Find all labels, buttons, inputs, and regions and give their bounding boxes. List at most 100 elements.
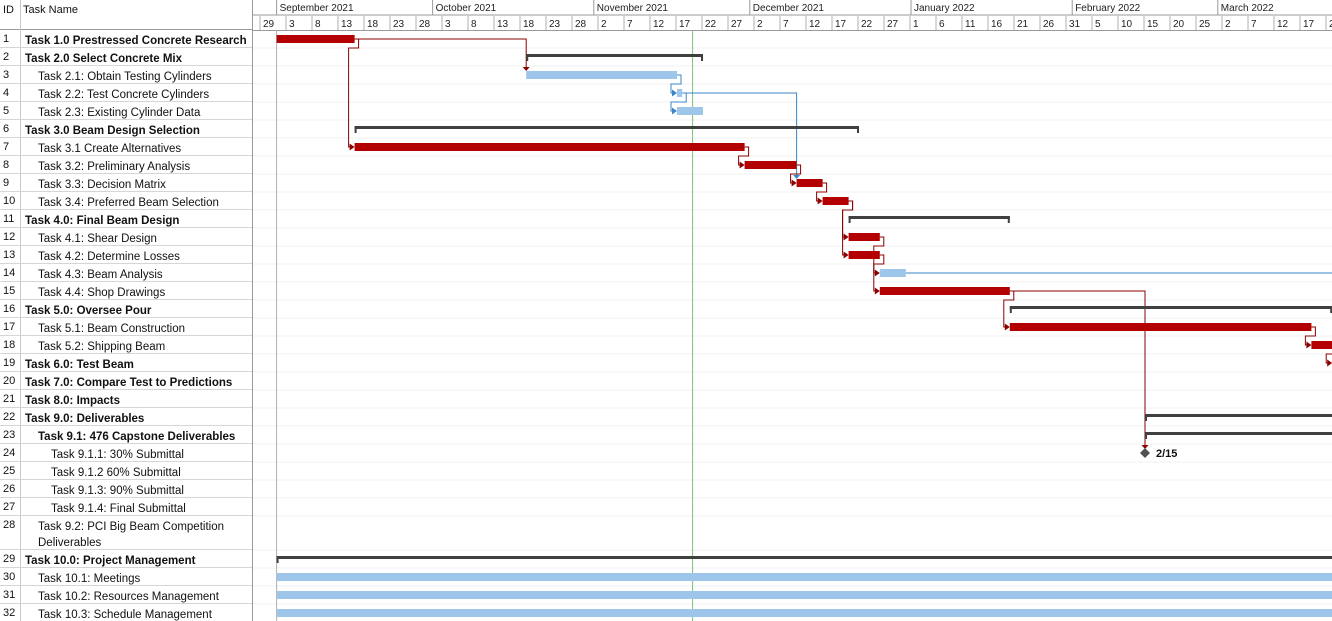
task-row[interactable]: 14 Task 4.3: Beam Analysis xyxy=(0,264,252,282)
summary-bar-start-cap[interactable] xyxy=(526,54,529,61)
task-bar[interactable] xyxy=(276,591,1332,599)
link-arrowhead[interactable] xyxy=(1141,445,1149,449)
summary-bar[interactable] xyxy=(848,216,1010,219)
task-row[interactable]: 9 Task 3.3: Decision Matrix xyxy=(0,174,252,192)
critical-task-bar[interactable] xyxy=(276,35,355,43)
task-name[interactable]: Task 4.3: Beam Analysis xyxy=(38,269,163,281)
link-arrowhead[interactable] xyxy=(739,161,745,169)
summary-bar-start-cap[interactable] xyxy=(1145,414,1147,421)
task-row[interactable]: 16 Task 5.0: Oversee Pour xyxy=(0,300,252,318)
link-arrowhead[interactable] xyxy=(791,179,797,187)
task-row[interactable]: 15 Task 4.4: Shop Drawings xyxy=(0,282,252,300)
task-row[interactable]: 27 Task 9.1.4: Final Submittal xyxy=(0,498,252,516)
critical-task-bar[interactable] xyxy=(354,143,745,151)
summary-bar[interactable] xyxy=(526,54,703,57)
task-name[interactable]: Task 3.4: Preferred Beam Selection xyxy=(38,197,219,209)
summary-bar[interactable] xyxy=(1009,306,1332,309)
task-row[interactable]: 20 Task 7.0: Compare Test to Predictions xyxy=(0,372,252,390)
summary-bar[interactable] xyxy=(1145,432,1332,435)
task-name[interactable]: Task 1.0 Prestressed Concrete Research xyxy=(25,35,247,47)
task-name[interactable]: Task 5.1: Beam Construction xyxy=(38,323,186,335)
task-name[interactable]: Task 9.0: Deliverables xyxy=(25,413,145,425)
task-row[interactable]: 32 Task 10.3: Schedule Management xyxy=(0,604,252,621)
task-row[interactable]: 1 Task 1.0 Prestressed Concrete Research xyxy=(0,30,252,48)
summary-bar-start-cap[interactable] xyxy=(1009,306,1012,313)
critical-task-bar[interactable] xyxy=(796,179,823,187)
link-arrowhead[interactable] xyxy=(1306,341,1312,349)
critical-task-bar[interactable] xyxy=(1009,323,1312,331)
task-bar[interactable] xyxy=(677,107,703,115)
task-name[interactable]: Task 9.1.1: 30% Submittal xyxy=(51,449,184,461)
task-row[interactable]: 29 Task 10.0: Project Management xyxy=(0,550,252,568)
task-name[interactable]: Task 3.3: Decision Matrix xyxy=(38,179,166,191)
task-name[interactable]: Task 4.0: Final Beam Design xyxy=(25,215,180,227)
summary-bar-start-cap[interactable] xyxy=(848,216,851,223)
critical-task-bar[interactable] xyxy=(848,251,880,259)
link-arrowhead[interactable] xyxy=(843,233,849,241)
summary-bar-start-cap[interactable] xyxy=(354,126,357,133)
task-name[interactable]: Task 2.0 Select Concrete Mix xyxy=(25,53,183,65)
task-bar[interactable] xyxy=(879,269,906,277)
link-arrowhead[interactable] xyxy=(843,251,849,259)
task-name[interactable]: Task 2.3: Existing Cylinder Data xyxy=(38,107,201,119)
task-row[interactable]: 11 Task 4.0: Final Beam Design xyxy=(0,210,252,228)
task-row[interactable]: 8 Task 3.2: Preliminary Analysis xyxy=(0,156,252,174)
critical-task-bar[interactable] xyxy=(1311,341,1332,349)
task-name[interactable]: Task 4.2: Determine Losses xyxy=(38,251,180,263)
task-row[interactable]: 18 Task 5.2: Shipping Beam xyxy=(0,336,252,354)
link-arrowhead[interactable] xyxy=(874,269,880,277)
task-row[interactable]: 30 Task 10.1: Meetings xyxy=(0,568,252,586)
link-arrowhead[interactable] xyxy=(672,89,677,97)
critical-task-bar[interactable] xyxy=(744,161,797,169)
task-row[interactable]: 21 Task 8.0: Impacts xyxy=(0,390,252,408)
task-row[interactable]: 26 Task 9.1.3: 90% Submittal xyxy=(0,480,252,498)
critical-task-bar[interactable] xyxy=(848,233,880,241)
link-arrowhead[interactable] xyxy=(817,197,823,205)
task-row[interactable]: 3 Task 2.1: Obtain Testing Cylinders xyxy=(0,66,252,84)
task-row[interactable]: 12 Task 4.1: Shear Design xyxy=(0,228,252,246)
task-name[interactable]: Task 5.0: Oversee Pour xyxy=(25,305,152,317)
summary-bar[interactable] xyxy=(1145,414,1332,417)
task-name[interactable]: Task 10.3: Schedule Management xyxy=(38,609,212,621)
task-row[interactable]: 19 Task 6.0: Test Beam xyxy=(0,354,252,372)
task-name[interactable]: Task 10.1: Meetings xyxy=(38,573,141,585)
link-arrowhead[interactable] xyxy=(874,287,880,295)
summary-bar-end-cap[interactable] xyxy=(1007,216,1010,223)
link-arrowhead[interactable] xyxy=(1327,359,1332,367)
task-row[interactable]: 31 Task 10.2: Resources Management xyxy=(0,586,252,604)
task-bar[interactable] xyxy=(526,71,677,79)
task-name[interactable]: Task 2.1: Obtain Testing Cylinders xyxy=(38,71,212,83)
task-name[interactable]: Task 5.2: Shipping Beam xyxy=(38,341,166,353)
task-name[interactable]: Task 9.2: PCI Big Beam Competition Deliv… xyxy=(38,521,224,549)
task-name-column-header[interactable]: Task Name xyxy=(23,4,79,16)
task-row[interactable]: 4 Task 2.2: Test Concrete Cylinders xyxy=(0,84,252,102)
summary-bar[interactable] xyxy=(276,556,1332,559)
task-row[interactable]: 5 Task 2.3: Existing Cylinder Data xyxy=(0,102,252,120)
task-name[interactable]: Task 9.1.2 60% Submittal xyxy=(51,467,181,479)
milestone-diamond[interactable] xyxy=(1140,448,1150,458)
task-row[interactable]: 25 Task 9.1.2 60% Submittal xyxy=(0,462,252,480)
link-arrowhead[interactable] xyxy=(522,67,530,71)
task-name[interactable]: Task 3.2: Preliminary Analysis xyxy=(38,161,191,173)
summary-bar-start-cap[interactable] xyxy=(276,556,279,563)
summary-bar-end-cap[interactable] xyxy=(857,126,859,133)
summary-bar-start-cap[interactable] xyxy=(1145,432,1147,439)
task-bar[interactable] xyxy=(276,609,1332,617)
task-row[interactable]: 2 Task 2.0 Select Concrete Mix xyxy=(0,48,252,66)
task-row[interactable]: 7 Task 3.1 Create Alternatives xyxy=(0,138,252,156)
task-name[interactable]: Task 8.0: Impacts xyxy=(25,395,121,407)
task-name[interactable]: Task 3.1 Create Alternatives xyxy=(38,143,182,155)
task-name[interactable]: Task 2.2: Test Concrete Cylinders xyxy=(38,89,210,101)
task-name[interactable]: Task 4.1: Shear Design xyxy=(38,233,157,245)
link-arrowhead[interactable] xyxy=(672,107,677,115)
summary-bar-end-cap[interactable] xyxy=(701,54,703,61)
critical-task-bar[interactable] xyxy=(879,287,1010,295)
task-name[interactable]: Task 7.0: Compare Test to Predictions xyxy=(25,377,233,389)
link-arrowhead[interactable] xyxy=(349,143,355,151)
task-name[interactable]: Task 9.1.3: 90% Submittal xyxy=(51,485,184,497)
critical-task-bar[interactable] xyxy=(822,197,849,205)
task-name[interactable]: Task 9.1: 476 Capstone Deliverables xyxy=(38,431,236,443)
task-row[interactable]: 28 Task 9.2: PCI Big Beam Competition Del… xyxy=(0,516,252,550)
task-name[interactable]: Task 10.2: Resources Management xyxy=(38,591,219,603)
task-row[interactable]: 17 Task 5.1: Beam Construction xyxy=(0,318,252,336)
